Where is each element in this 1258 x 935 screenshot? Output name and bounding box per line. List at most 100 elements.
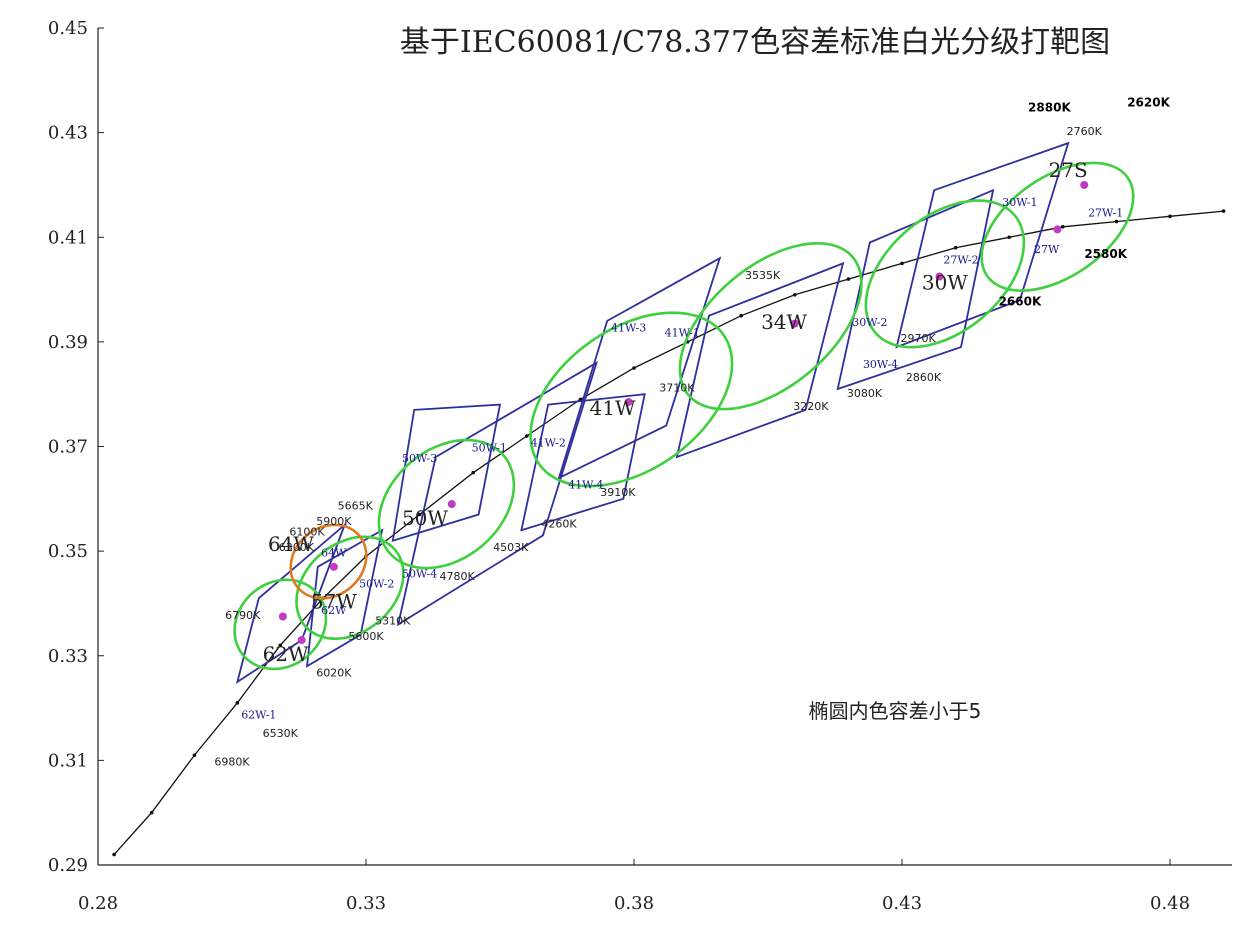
locus-point (953, 245, 958, 250)
cct-label: 3080K (847, 387, 883, 400)
bin-label: 50W-1 (472, 442, 507, 455)
ticks: 0.29 0.31 0.33 0.35 0.37 0.39 0.41 0.43 0.45 0.28… (48, 18, 1190, 914)
y-tick-label: 0.41 (48, 227, 88, 248)
y-tick-label: 0.43 (48, 123, 88, 144)
cct-label: 3220K (793, 400, 829, 413)
tolerance-ellipse (289, 523, 368, 600)
cct-label: 3535K (745, 269, 781, 282)
locus-point (793, 292, 797, 297)
cct-label: 6790K (225, 609, 261, 622)
target-point (1080, 180, 1089, 189)
locus-point (235, 701, 240, 705)
locus-point (112, 852, 116, 857)
y-tick-label: 0.31 (48, 750, 88, 771)
bin-label: 34W (761, 310, 807, 334)
ellipse-annotation: 椭圆内色容差小于5 (809, 699, 982, 723)
cct-label: 5900K (316, 515, 352, 528)
bin-labels: 27S 30W 34W 41W 50W 57W 64W 62W 41W-3 41W-1 41W-2 4… (241, 158, 1123, 721)
cct-label: 5310K (375, 614, 411, 627)
chart-title: 基于IEC60081/C78.377色容差标准白光分级打靶图 (400, 25, 1110, 60)
tolerance-ellipse (377, 438, 516, 570)
tolerance-ellipse (980, 161, 1135, 292)
cct-label: 6530K (263, 727, 299, 740)
cct-label: 3910K (600, 486, 636, 499)
x-tick-label: 0.33 (346, 893, 386, 914)
bin-label: 27W-2 (943, 253, 978, 266)
tolerance-ellipse (864, 199, 1026, 349)
cct-label: 4780K (440, 570, 476, 583)
y-tick-label: 0.37 (48, 437, 88, 458)
bin-label: 27W (1034, 243, 1060, 256)
bin-label: 50W-4 (402, 567, 437, 580)
cct-label: 2580K (1084, 247, 1127, 261)
bin-label: 50W-2 (359, 578, 394, 591)
cct-labels: 2880K 2620K 2760K 2580K 2660K 2970K 2860K 3080K… (214, 95, 1170, 768)
bin-quadrangles (235, 141, 1070, 684)
bin-quad (305, 528, 384, 668)
locus-point (846, 277, 851, 281)
bin-label: 30W (922, 271, 968, 295)
locus-point (632, 366, 636, 370)
locus-point (900, 261, 904, 266)
bin-label: 64W (321, 546, 347, 559)
bin-label: 50W (402, 506, 448, 530)
locus-point (149, 810, 154, 815)
cct-label: 2880K (1028, 101, 1071, 115)
cct-label: 4503K (493, 541, 529, 554)
cct-label: 2860K (906, 371, 942, 384)
locus-point (1114, 219, 1119, 224)
cct-label: 6300K (279, 541, 315, 554)
bin-label: 57W (311, 590, 357, 614)
tolerance-ellipses (233, 161, 1135, 671)
tolerance-ellipse (233, 578, 328, 671)
bin-label: 30W-2 (852, 316, 887, 329)
cct-label: 6980K (214, 756, 250, 769)
locus-point (1061, 224, 1065, 229)
bin-label: 41W-1 (665, 327, 700, 340)
locus-point (1221, 209, 1226, 213)
bin-label: 50W-3 (402, 452, 437, 465)
bin-label: 27W-1 (1088, 206, 1123, 219)
bin-label: 30W-1 (1002, 196, 1037, 209)
bin-label: 62W (321, 604, 347, 617)
tolerance-ellipse (529, 311, 734, 488)
target-point (1053, 225, 1062, 234)
target-points (278, 180, 1089, 645)
x-tick-label: 0.28 (78, 893, 118, 914)
bin-quad (391, 403, 502, 542)
cct-label: 6100K (289, 525, 325, 538)
tolerance-ellipse (678, 241, 863, 411)
target-point (447, 500, 456, 509)
target-point (790, 319, 799, 328)
locus-point (739, 313, 743, 318)
bin-label: 27S (1049, 158, 1088, 182)
cct-label: 4260K (541, 518, 577, 531)
bin-label: 41W-2 (531, 437, 566, 450)
bin-quad (520, 393, 646, 532)
y-tick-label: 0.39 (48, 332, 88, 353)
bin-quad (836, 188, 995, 391)
locus-point (471, 470, 476, 475)
bin-quad (557, 256, 722, 480)
locus-point (192, 753, 197, 757)
planckian-locus (112, 209, 1226, 857)
cct-label: 2660K (999, 294, 1042, 308)
bin-label: 62W-1 (241, 709, 276, 722)
x-tick-label: 0.38 (614, 893, 654, 914)
cct-label: 2760K (1067, 125, 1103, 138)
target-point (297, 636, 306, 645)
x-tick-label: 0.43 (882, 893, 922, 914)
cct-label: 5665K (338, 499, 374, 512)
cct-label: 5600K (348, 630, 384, 643)
locus-point (1007, 235, 1011, 240)
y-tick-label: 0.29 (48, 855, 88, 876)
bin-label: 41W (590, 396, 636, 420)
target-point (329, 562, 338, 571)
bin-quad (895, 141, 1070, 349)
cct-label: 2620K (1127, 95, 1170, 109)
target-point (935, 272, 944, 281)
bin-quad (675, 261, 845, 459)
y-tick-label: 0.33 (48, 646, 88, 667)
cct-label: 3710K (659, 382, 695, 395)
